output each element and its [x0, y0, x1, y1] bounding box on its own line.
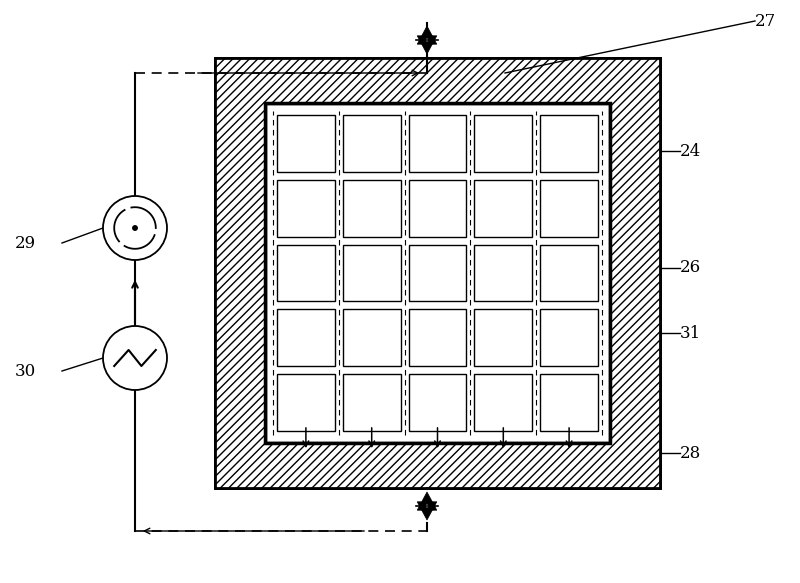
Polygon shape: [418, 36, 437, 54]
Bar: [409, 374, 466, 431]
Bar: [409, 180, 466, 237]
Circle shape: [425, 38, 429, 42]
Bar: [343, 245, 401, 301]
Bar: [265, 103, 610, 443]
Bar: [277, 310, 335, 366]
Circle shape: [103, 196, 167, 260]
Bar: [474, 180, 532, 237]
Bar: [610, 58, 660, 488]
Bar: [277, 180, 335, 237]
Bar: [215, 58, 660, 488]
Text: 28: 28: [680, 444, 702, 462]
Polygon shape: [418, 502, 437, 520]
Text: 26: 26: [680, 259, 701, 276]
Bar: [474, 310, 532, 366]
Bar: [409, 245, 466, 301]
Text: 24: 24: [680, 142, 702, 160]
Bar: [540, 374, 598, 431]
Bar: [540, 115, 598, 172]
Bar: [343, 180, 401, 237]
Bar: [265, 103, 610, 443]
Polygon shape: [418, 26, 437, 44]
Bar: [265, 103, 610, 443]
Bar: [215, 58, 265, 488]
Bar: [474, 374, 532, 431]
Bar: [540, 245, 598, 301]
Circle shape: [103, 326, 167, 390]
Text: 31: 31: [680, 325, 702, 342]
Bar: [215, 58, 660, 103]
Bar: [409, 310, 466, 366]
Bar: [343, 310, 401, 366]
Bar: [277, 374, 335, 431]
Bar: [474, 245, 532, 301]
Text: 30: 30: [15, 363, 36, 380]
Text: 27: 27: [755, 12, 776, 30]
Bar: [215, 443, 660, 488]
Circle shape: [425, 504, 429, 508]
Polygon shape: [418, 492, 437, 510]
Bar: [409, 115, 466, 172]
Bar: [540, 180, 598, 237]
Bar: [343, 115, 401, 172]
Text: 29: 29: [15, 234, 36, 251]
Bar: [277, 245, 335, 301]
Bar: [540, 310, 598, 366]
Bar: [215, 58, 660, 488]
Circle shape: [133, 226, 138, 230]
Bar: [343, 374, 401, 431]
Bar: [277, 115, 335, 172]
Bar: [474, 115, 532, 172]
Bar: [215, 58, 660, 488]
